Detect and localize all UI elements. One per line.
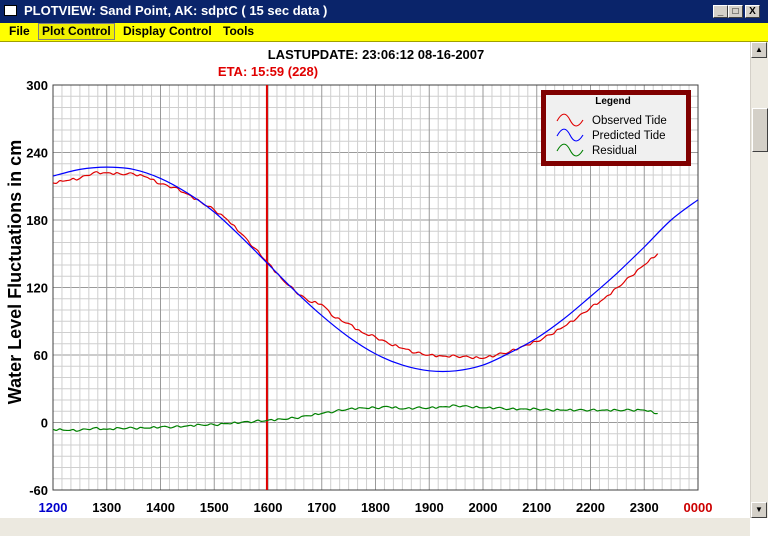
x-tick-day-label: 228 (633, 517, 655, 518)
x-tick-day-label: 229 (687, 517, 709, 518)
x-tick-day-label: 228 (257, 517, 279, 518)
maximize-button[interactable]: □ (728, 5, 743, 18)
x-tick-day-label: 228 (42, 517, 64, 518)
menu-tools[interactable]: Tools (223, 24, 255, 38)
x-tick-labels: 1200 228 1300 228 1400 228 1500 228 1600 228 1700 2… (39, 500, 713, 518)
x-tick-label: 1200 (39, 500, 68, 515)
window-title: PLOTVIEW: Sand Point, AK: sdptC ( 15 sec… (24, 3, 328, 18)
close-button[interactable]: X (745, 5, 760, 18)
legend-swatch (556, 143, 584, 157)
x-tick-label: 0000 (684, 500, 713, 515)
legend: Legend Observed Tide Predicted Tide Residu… (541, 90, 691, 166)
menu-plot-control[interactable]: Plot Control (38, 23, 115, 40)
x-tick-day-label: 228 (526, 517, 548, 518)
series-observed-tide-line (52, 171, 659, 360)
x-tick-day-label: 228 (365, 517, 387, 518)
legend-title: Legend (595, 96, 631, 107)
vertical-scrollbar[interactable]: ▲ ▼ (750, 42, 768, 518)
series-layer (52, 166, 699, 432)
series-predicted-tide-line (52, 166, 699, 373)
x-tick-day-label: 228 (418, 517, 440, 518)
legend-swatch (556, 128, 584, 142)
menu-file[interactable]: File (9, 24, 30, 38)
title-bar: PLOTVIEW: Sand Point, AK: sdptC ( 15 sec… (0, 0, 768, 23)
app-icon (4, 5, 17, 16)
x-tick-day-label: 228 (203, 517, 225, 518)
eta-label: ETA: 15:59 (228) (218, 64, 318, 79)
y-tick-label: 120 (26, 281, 48, 296)
x-tick-label: 1300 (92, 500, 121, 515)
y-tick-label: 240 (26, 146, 48, 161)
scroll-up-icon[interactable]: ▲ (751, 42, 767, 58)
x-tick-label: 2200 (576, 500, 605, 515)
legend-label: Observed Tide (592, 115, 667, 127)
lastupdate-label: LASTUPDATE: 23:06:12 08-16-2007 (268, 47, 485, 62)
scroll-down-icon[interactable]: ▼ (751, 502, 767, 518)
x-tick-label: 1900 (415, 500, 444, 515)
horizontal-scrollbar[interactable] (0, 518, 750, 536)
tide-chart: LASTUPDATE: 23:06:12 08-16-2007 ETA: 15:… (5, 47, 713, 518)
x-tick-day-label: 228 (472, 517, 494, 518)
x-tick-label: 1400 (146, 500, 175, 515)
legend-label: Residual (592, 145, 637, 157)
x-tick-label: 1500 (200, 500, 229, 515)
y-tick-labels: -60 0 60 120 180 240 300 (26, 78, 48, 498)
legend-swatch (556, 113, 584, 127)
x-tick-label: 2300 (630, 500, 659, 515)
x-tick-day-label: 228 (96, 517, 118, 518)
x-tick-label: 1600 (254, 500, 283, 515)
y-tick-label: 180 (26, 213, 48, 228)
y-tick-label: -60 (29, 483, 48, 498)
x-tick-day-label: 228 (311, 517, 333, 518)
x-tick-day-label: 228 (580, 517, 602, 518)
y-axis-label: Water Level Fluctuations in cm (5, 140, 25, 404)
x-tick-label: 2100 (522, 500, 551, 515)
plot-frame (52, 84, 699, 491)
menu-display-control[interactable]: Display Control (123, 24, 212, 38)
minimize-button[interactable]: _ (713, 5, 728, 18)
legend-label: Predicted Tide (592, 130, 666, 142)
x-tick-day-label: 228 (150, 517, 172, 518)
scroll-thumb[interactable] (752, 108, 768, 152)
menu-bar: File Plot Control Display Control Tools (0, 23, 768, 42)
y-tick-label: 60 (34, 348, 48, 363)
legend-box (546, 95, 686, 161)
y-tick-label: 300 (26, 78, 48, 93)
x-tick-label: 2000 (469, 500, 498, 515)
y-tick-label: 0 (41, 416, 48, 431)
series-residual-line (52, 404, 658, 432)
x-tick-label: 1700 (307, 500, 336, 515)
x-tick-label: 1800 (361, 500, 390, 515)
